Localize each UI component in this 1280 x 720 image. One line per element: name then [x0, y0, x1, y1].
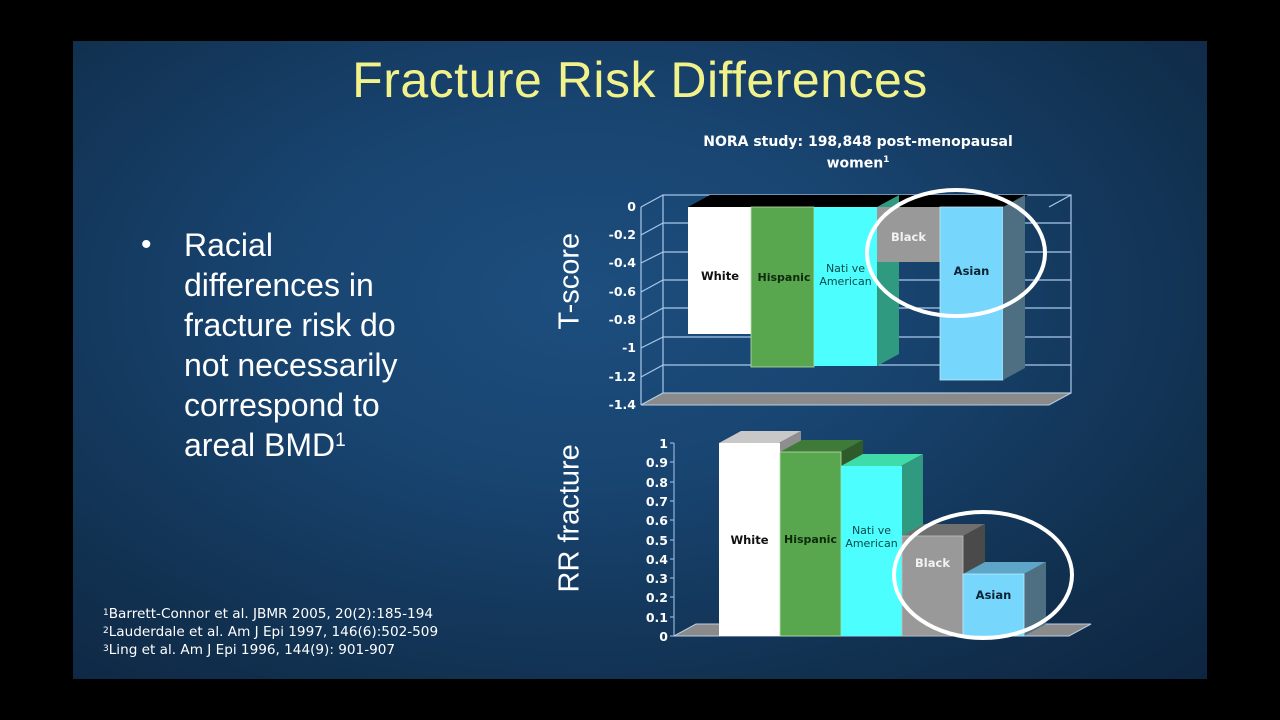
bar-label-line: Nati ve [825, 262, 866, 275]
chart-heading: NORA study: 198,848 post-menopausal wome… [628, 133, 1088, 173]
y-tick: -0.4 [608, 255, 636, 270]
bar-black [901, 535, 964, 637]
bar-native-american [841, 466, 902, 636]
rr-chart-graphics [670, 431, 1092, 640]
bullet-line: correspond to [184, 387, 380, 423]
bullet-line: not necessarily [184, 347, 398, 383]
bar-native-american [814, 207, 877, 366]
y-tick: 1 [659, 436, 668, 451]
bar-label-line: Nati ve [851, 524, 892, 537]
highlight-circle [865, 188, 1047, 318]
y-tick: -1.2 [608, 369, 636, 384]
y-tick: 0 [659, 629, 668, 644]
reference-item: 2Lauderdale et al. Am J Epi 1997, 146(6)… [103, 623, 438, 641]
bar-label: Black [891, 230, 926, 244]
reference-number: 3 [103, 644, 109, 654]
bar-white [688, 207, 751, 334]
reference-text: Lauderdale et al. Am J Epi 1997, 146(6):… [108, 624, 439, 640]
bar-label-line: American [819, 275, 872, 288]
y-tick: -0.2 [608, 227, 636, 242]
y-tick: 0.2 [645, 590, 668, 605]
y-tick: 0.1 [645, 610, 668, 625]
highlight-circle [892, 510, 1074, 640]
reference-item: 1Barrett-Connor et al. JBMR 2005, 20(2):… [103, 605, 438, 623]
bar-label: Hispanic [784, 533, 837, 546]
tscore-chart-graphics [640, 188, 1072, 406]
y-tick: 0 [627, 199, 636, 214]
footnote-marker: 1 [883, 155, 890, 165]
bullet-line-text: areal BMD [184, 427, 336, 463]
y-tick: 0.5 [645, 533, 668, 548]
bullet-line: areal BMD1 [184, 425, 494, 465]
y-tick: 0.7 [645, 494, 668, 509]
bar-asian [962, 573, 1025, 637]
bar-hispanic [750, 206, 815, 368]
reference-text: Barrett-Connor et al. JBMR 2005, 20(2):1… [108, 606, 433, 622]
chart-heading-line: NORA study: 198,848 post-menopausal [703, 134, 1013, 150]
y-tick: 0.9 [645, 455, 668, 470]
chart-heading-line: women1 [628, 151, 1088, 173]
y-tick: -1.4 [608, 397, 636, 412]
bar-label: White [730, 533, 769, 547]
bar-black [877, 207, 940, 262]
chart-heading-text: women [826, 155, 884, 172]
y-tick: 0.8 [645, 475, 668, 490]
y-tick: -0.6 [608, 284, 636, 299]
y-tick: 0.6 [645, 513, 668, 528]
slide: Fracture Risk Differences • Racial diffe… [73, 41, 1207, 679]
y-tick: 0.4 [645, 552, 668, 567]
bar-label: Hispanic [757, 271, 811, 284]
bullet-line: Racial [184, 227, 273, 263]
bar-label: Nati ve American [841, 524, 902, 550]
bullet-line: fracture risk do [184, 307, 396, 343]
y-tick: -0.8 [608, 312, 636, 327]
bar-label: Black [915, 556, 950, 570]
bullet-line: differences in [184, 267, 374, 303]
reference-item: 3Ling et al. Am J Epi 1996, 144(9): 901-… [103, 641, 438, 659]
bar-label-line: American [845, 537, 898, 550]
bullet-text: Racial differences in fracture risk do n… [184, 225, 494, 465]
bullet-icon: • [141, 228, 152, 261]
references: 1Barrett-Connor et al. JBMR 2005, 20(2):… [103, 605, 438, 659]
slide-title: Fracture Risk Differences [352, 52, 928, 108]
y-tick: -1 [622, 340, 636, 355]
bar-label: Asian [975, 588, 1012, 602]
bar-white [719, 443, 780, 636]
bar-label: Nati ve American [814, 262, 877, 288]
y-tick: 0.3 [645, 571, 668, 586]
footnote-marker: 1 [335, 430, 346, 451]
reference-text: Ling et al. Am J Epi 1996, 144(9): 901-9… [108, 642, 396, 658]
bar-label: Asian [953, 264, 990, 278]
reference-number: 2 [103, 626, 109, 636]
reference-number: 1 [103, 608, 109, 618]
bar-label: White [700, 269, 740, 283]
